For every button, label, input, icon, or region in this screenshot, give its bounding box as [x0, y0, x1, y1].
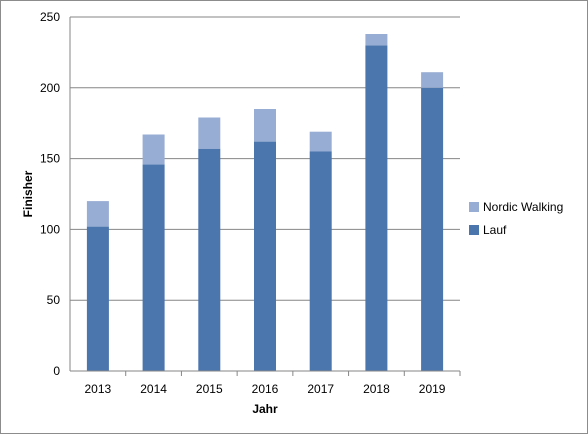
y-tick-label: 200 — [40, 81, 60, 95]
x-tick-label: 2015 — [196, 382, 223, 396]
y-tick-label: 250 — [40, 10, 60, 24]
x-tick-label: 2018 — [363, 382, 390, 396]
bar-nordic-walking-2018 — [365, 34, 388, 46]
bar-nordic-walking-2015 — [198, 117, 221, 149]
bar-lauf-2014 — [142, 164, 165, 371]
bar-nordic-walking-2013 — [86, 201, 109, 227]
y-tick-label: 100 — [40, 222, 60, 236]
bars — [86, 34, 444, 372]
x-tick-labels: 2013 2014 2015 2016 2017 2018 2019 — [85, 371, 461, 396]
y-tick-label: 50 — [47, 293, 61, 307]
x-tick-label: 2014 — [140, 382, 167, 396]
bar-lauf-2013 — [86, 226, 109, 371]
x-axis-title: Jahr — [252, 402, 278, 416]
x-tick-label: 2013 — [85, 382, 112, 396]
bar-lauf-2015 — [198, 148, 221, 371]
x-tick-label: 2016 — [252, 382, 279, 396]
bar-nordic-walking-2019 — [421, 72, 444, 88]
y-tick-labels: 0 50 100 150 200 250 — [40, 10, 60, 378]
bar-lauf-2016 — [254, 141, 276, 371]
legend-label: Lauf — [483, 223, 507, 237]
y-tick-label: 150 — [40, 152, 60, 166]
y-axis-title: Finisher — [21, 170, 35, 217]
x-tick-label: 2017 — [307, 382, 334, 396]
x-tick-label: 2019 — [419, 382, 446, 396]
bar-nordic-walking-2017 — [309, 131, 332, 152]
bar-lauf-2019 — [421, 87, 444, 372]
y-tick-label: 0 — [53, 364, 60, 378]
bar-lauf-2018 — [365, 45, 388, 372]
bar-lauf-2017 — [309, 151, 332, 371]
legend: Nordic Walking Lauf — [469, 200, 563, 237]
bar-nordic-walking-2016 — [254, 109, 276, 142]
legend-label: Nordic Walking — [483, 200, 563, 214]
legend-swatch — [469, 225, 479, 235]
legend-swatch — [469, 202, 479, 212]
bar-nordic-walking-2014 — [142, 134, 165, 165]
